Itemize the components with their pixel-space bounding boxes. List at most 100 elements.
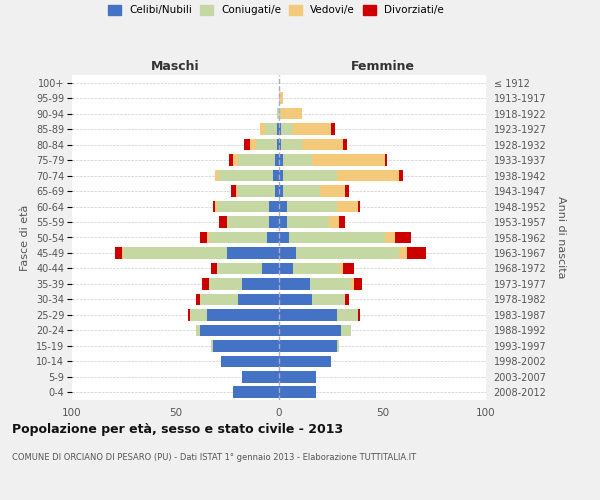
Bar	[279, 232, 289, 243]
Bar	[256, 139, 277, 150]
Bar	[229, 154, 233, 166]
Bar	[200, 294, 238, 305]
Bar	[215, 170, 219, 181]
Bar	[385, 154, 386, 166]
Bar	[279, 170, 283, 181]
Bar	[213, 200, 215, 212]
Bar	[233, 386, 279, 398]
Bar	[277, 124, 279, 135]
Bar	[122, 247, 124, 259]
Bar	[209, 278, 242, 289]
Bar	[275, 154, 279, 166]
Bar	[236, 186, 238, 197]
Bar	[233, 154, 238, 166]
Bar	[289, 232, 385, 243]
Bar	[279, 108, 281, 120]
Bar	[358, 200, 360, 212]
Bar	[283, 170, 337, 181]
Bar	[221, 356, 279, 367]
Bar	[244, 139, 250, 150]
Bar	[293, 124, 331, 135]
Bar	[279, 216, 287, 228]
Bar	[202, 278, 209, 289]
Bar	[329, 216, 339, 228]
Bar	[206, 232, 209, 243]
Bar	[213, 340, 279, 351]
Bar	[337, 340, 339, 351]
Text: Popolazione per età, sesso e stato civile - 2013: Popolazione per età, sesso e stato civil…	[12, 422, 343, 436]
Bar	[227, 247, 279, 259]
Bar	[219, 170, 273, 181]
Bar	[337, 309, 358, 320]
Bar	[269, 216, 279, 228]
Bar	[190, 309, 206, 320]
Bar	[337, 170, 399, 181]
Text: Maschi: Maschi	[151, 60, 200, 72]
Bar	[279, 186, 283, 197]
Bar	[281, 139, 302, 150]
Bar	[279, 262, 293, 274]
Bar	[215, 200, 217, 212]
Bar	[312, 294, 345, 305]
Bar	[275, 186, 279, 197]
Bar	[279, 139, 281, 150]
Bar	[279, 386, 316, 398]
Bar	[279, 324, 341, 336]
Bar	[238, 186, 275, 197]
Bar	[124, 247, 227, 259]
Bar	[310, 278, 352, 289]
Bar	[281, 108, 302, 120]
Bar	[277, 108, 279, 120]
Bar	[238, 294, 279, 305]
Bar	[399, 170, 403, 181]
Bar	[343, 262, 353, 274]
Bar	[407, 247, 426, 259]
Bar	[115, 247, 122, 259]
Bar	[269, 200, 279, 212]
Bar	[343, 139, 347, 150]
Bar	[287, 200, 337, 212]
Bar	[206, 309, 279, 320]
Bar	[320, 186, 345, 197]
Bar	[279, 200, 287, 212]
Bar	[260, 124, 265, 135]
Bar	[339, 262, 343, 274]
Bar	[209, 232, 266, 243]
Bar	[217, 200, 269, 212]
Bar	[232, 186, 236, 197]
Bar	[296, 247, 399, 259]
Bar	[219, 216, 227, 228]
Bar	[196, 324, 200, 336]
Bar	[250, 139, 256, 150]
Bar	[265, 124, 277, 135]
Bar	[399, 247, 407, 259]
Text: Femmine: Femmine	[350, 60, 415, 72]
Bar	[341, 324, 352, 336]
Bar	[337, 200, 358, 212]
Bar	[385, 232, 395, 243]
Bar	[353, 278, 362, 289]
Bar	[262, 262, 279, 274]
Bar	[279, 154, 283, 166]
Bar	[200, 324, 279, 336]
Bar	[188, 309, 190, 320]
Bar	[279, 278, 310, 289]
Bar	[200, 232, 206, 243]
Bar	[279, 294, 312, 305]
Bar	[279, 92, 283, 104]
Bar	[358, 309, 360, 320]
Bar	[345, 186, 349, 197]
Bar	[279, 309, 337, 320]
Bar	[211, 262, 217, 274]
Bar	[395, 232, 412, 243]
Bar	[287, 216, 329, 228]
Bar	[227, 216, 269, 228]
Bar	[312, 154, 385, 166]
Bar	[302, 139, 343, 150]
Bar	[283, 186, 320, 197]
Bar	[279, 356, 331, 367]
Bar	[279, 124, 281, 135]
Bar	[196, 294, 200, 305]
Bar	[279, 340, 337, 351]
Y-axis label: Fasce di età: Fasce di età	[20, 204, 31, 270]
